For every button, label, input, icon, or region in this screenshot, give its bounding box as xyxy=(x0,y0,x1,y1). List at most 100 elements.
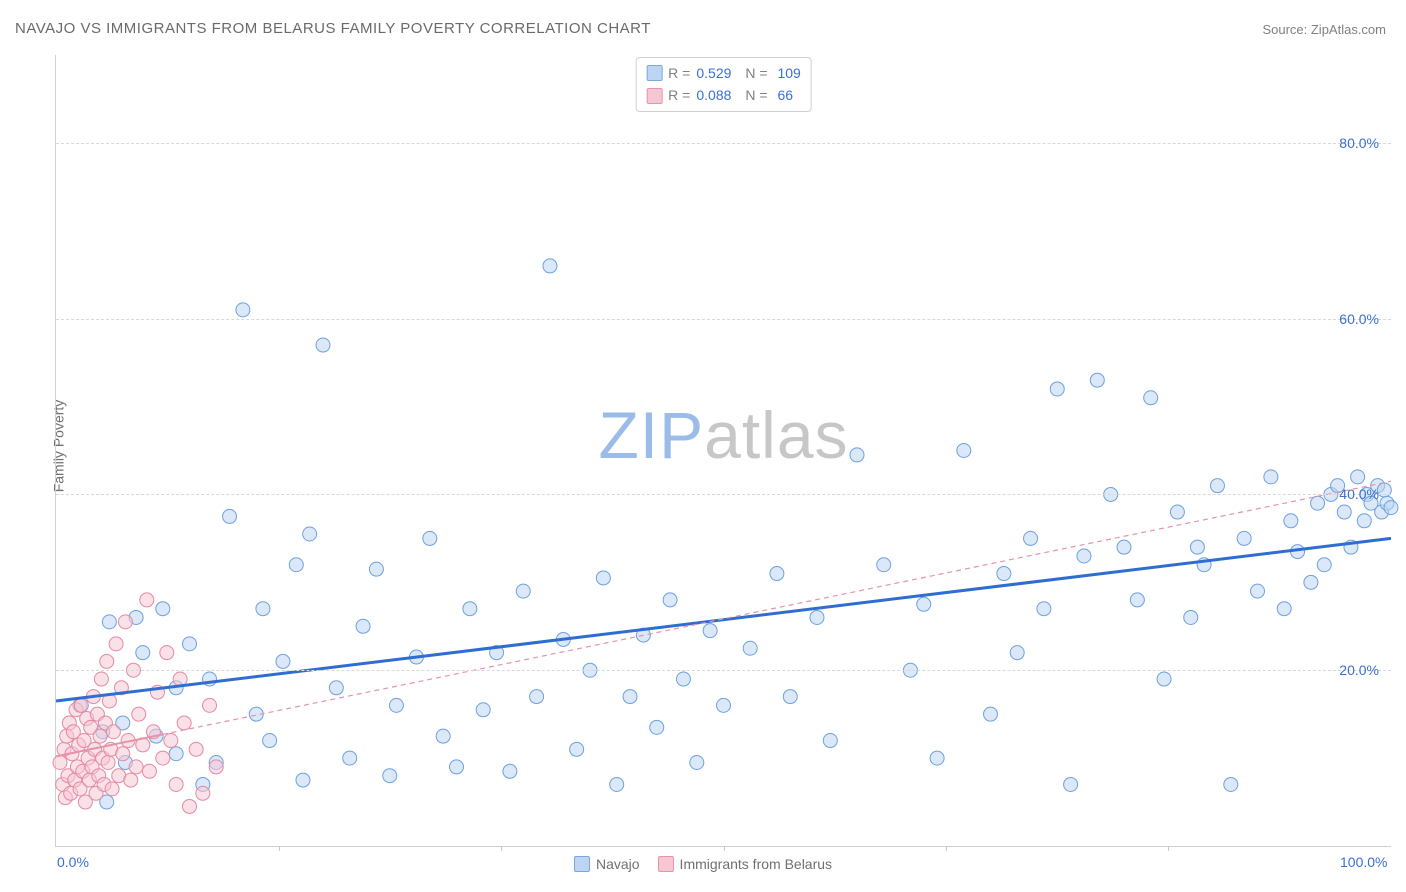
data-point xyxy=(823,734,837,748)
x-tick xyxy=(501,846,502,851)
y-tick-label: 40.0% xyxy=(1339,486,1379,502)
data-point xyxy=(917,597,931,611)
data-point xyxy=(196,786,210,800)
data-point xyxy=(118,615,132,629)
data-point xyxy=(93,729,107,743)
data-point xyxy=(1210,479,1224,493)
data-point xyxy=(717,698,731,712)
data-point xyxy=(303,527,317,541)
data-point xyxy=(663,593,677,607)
data-point xyxy=(116,747,130,761)
data-point xyxy=(743,641,757,655)
gridline xyxy=(56,143,1391,144)
data-point xyxy=(436,729,450,743)
data-point xyxy=(1117,540,1131,554)
plot-area: ZIPatlas R =0.529N = 109R =0.088N = 66 2… xyxy=(55,55,1391,847)
data-point xyxy=(650,720,664,734)
data-point xyxy=(177,716,191,730)
data-point xyxy=(53,756,67,770)
data-point xyxy=(1251,584,1265,598)
data-point xyxy=(156,751,170,765)
data-point xyxy=(209,760,223,774)
data-point xyxy=(516,584,530,598)
data-point xyxy=(124,773,138,787)
data-point xyxy=(183,799,197,813)
data-point xyxy=(164,734,178,748)
data-point xyxy=(1024,531,1038,545)
gridline xyxy=(56,670,1391,671)
data-point xyxy=(850,448,864,462)
data-point xyxy=(703,624,717,638)
series-legend: Navajo Immigrants from Belarus xyxy=(574,856,832,872)
data-point xyxy=(530,690,544,704)
data-point xyxy=(570,742,584,756)
data-point xyxy=(1090,373,1104,387)
data-point xyxy=(463,602,477,616)
data-point xyxy=(1384,501,1398,515)
data-point xyxy=(183,637,197,651)
data-point xyxy=(1304,575,1318,589)
gridline xyxy=(56,319,1391,320)
data-point xyxy=(476,703,490,717)
data-point xyxy=(136,646,150,660)
data-point xyxy=(263,734,277,748)
legend-label: Immigrants from Belarus xyxy=(680,856,832,872)
data-point xyxy=(100,654,114,668)
data-point xyxy=(102,615,116,629)
data-point xyxy=(203,698,217,712)
data-point xyxy=(984,707,998,721)
legend-swatch xyxy=(658,856,674,872)
data-point xyxy=(132,707,146,721)
data-point xyxy=(1130,593,1144,607)
data-point xyxy=(423,531,437,545)
data-point xyxy=(169,747,183,761)
legend-label: Navajo xyxy=(596,856,640,872)
data-point xyxy=(676,672,690,686)
data-point xyxy=(94,672,108,686)
data-point xyxy=(1311,496,1325,510)
source-attribution: Source: ZipAtlas.com xyxy=(1262,22,1386,37)
data-point xyxy=(770,567,784,581)
trend-line-dashed xyxy=(163,481,1391,734)
data-point xyxy=(1144,391,1158,405)
legend-item: Immigrants from Belarus xyxy=(658,856,832,872)
source-link[interactable]: ZipAtlas.com xyxy=(1311,22,1386,37)
data-point xyxy=(623,690,637,704)
data-point xyxy=(1050,382,1064,396)
scatter-svg xyxy=(56,55,1391,846)
data-point xyxy=(140,593,154,607)
data-point xyxy=(997,567,1011,581)
data-point xyxy=(1284,514,1298,528)
x-tick-label: 0.0% xyxy=(57,854,89,870)
gridline xyxy=(56,494,1391,495)
data-point xyxy=(276,654,290,668)
data-point xyxy=(389,698,403,712)
data-point xyxy=(1264,470,1278,484)
legend-item: Navajo xyxy=(574,856,640,872)
data-point xyxy=(1224,777,1238,791)
data-point xyxy=(316,338,330,352)
data-point xyxy=(1317,558,1331,572)
data-point xyxy=(223,509,237,523)
y-tick-label: 20.0% xyxy=(1339,662,1379,678)
data-point xyxy=(543,259,557,273)
data-point xyxy=(169,777,183,791)
data-point xyxy=(236,303,250,317)
data-point xyxy=(256,602,270,616)
x-tick-label: 100.0% xyxy=(1340,854,1387,870)
data-point xyxy=(1037,602,1051,616)
data-point xyxy=(1277,602,1291,616)
data-point xyxy=(106,725,120,739)
source-prefix: Source: xyxy=(1262,22,1310,37)
chart-title: NAVAJO VS IMMIGRANTS FROM BELARUS FAMILY… xyxy=(15,20,651,37)
data-point xyxy=(383,769,397,783)
data-point xyxy=(1184,610,1198,624)
data-point xyxy=(877,558,891,572)
data-point xyxy=(105,782,119,796)
data-point xyxy=(1190,540,1204,554)
chart-container: NAVAJO VS IMMIGRANTS FROM BELARUS FAMILY… xyxy=(0,0,1406,892)
data-point xyxy=(1357,514,1371,528)
x-tick xyxy=(724,846,725,851)
data-point xyxy=(160,646,174,660)
x-tick xyxy=(946,846,947,851)
